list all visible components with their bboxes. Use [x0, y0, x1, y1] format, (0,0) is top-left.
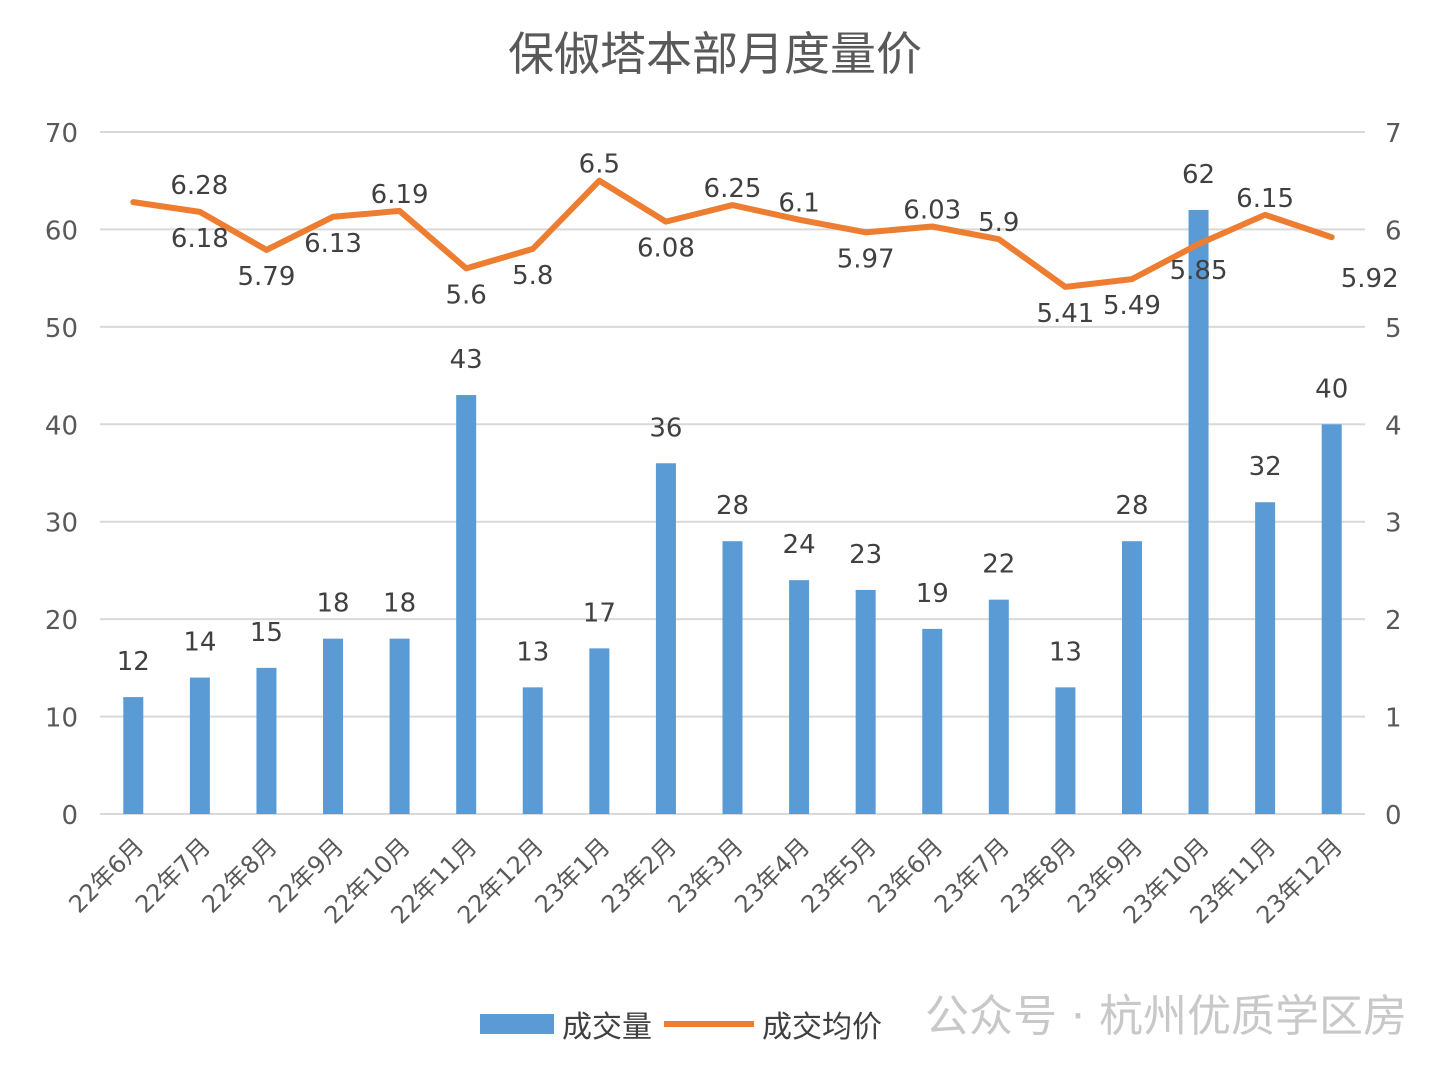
price-line — [130, 177, 1335, 290]
bar — [855, 589, 876, 814]
line-data-label: 5.8 — [512, 261, 553, 291]
line-data-label: 6.1 — [778, 189, 819, 219]
bar-data-label: 18 — [316, 589, 349, 619]
bar — [189, 677, 210, 814]
bar-data-label: 17 — [583, 598, 616, 628]
bar-data-label: 32 — [1249, 452, 1282, 482]
line-data-label: 6.03 — [903, 196, 961, 226]
bar — [1121, 541, 1142, 814]
bar — [123, 697, 144, 814]
bar — [256, 667, 277, 814]
bar — [722, 541, 743, 814]
y-right-tick-label: 6 — [1385, 216, 1402, 246]
line-data-label: 5.85 — [1170, 256, 1228, 286]
legend-swatch-price — [664, 1021, 754, 1027]
bar — [589, 648, 610, 814]
line-data-label: 5.79 — [238, 262, 296, 292]
legend-label-volume: 成交量 — [562, 1010, 652, 1045]
bar — [988, 599, 1009, 814]
bar-data-label: 28 — [1115, 491, 1148, 521]
line-data-label: 5.41 — [1036, 299, 1094, 329]
line-data-label: 6.19 — [371, 180, 429, 210]
bar — [922, 628, 943, 814]
bar-data-label: 43 — [450, 345, 483, 375]
line-data-label: 6.13 — [304, 229, 362, 259]
bar-data-label: 22 — [982, 550, 1015, 580]
bar — [389, 638, 410, 814]
bar-data-label: 15 — [250, 618, 283, 648]
bar-data-label: 19 — [916, 579, 949, 609]
line-data-label: 6.18 — [171, 224, 229, 254]
y-left-tick-label: 60 — [45, 216, 78, 246]
bar-data-label: 24 — [783, 530, 816, 560]
bar-data-label: 40 — [1315, 374, 1348, 404]
y-left-tick-label: 20 — [45, 606, 78, 636]
legend-swatch-volume — [480, 1014, 554, 1034]
y-right-tick-label: 0 — [1385, 801, 1402, 831]
bar — [323, 638, 344, 814]
line-data-label: 6.08 — [637, 234, 695, 264]
legend-label-price: 成交均价 — [762, 1010, 882, 1045]
legend: 成交量 成交均价 — [480, 1002, 882, 1046]
y-right-tick-label: 2 — [1385, 606, 1402, 636]
y-left-tick-label: 50 — [45, 314, 78, 344]
line-data-label: 5.49 — [1103, 291, 1161, 321]
bar-data-label: 12 — [117, 647, 150, 677]
y-right-tick-label: 5 — [1385, 314, 1402, 344]
line-data-label: 6.15 — [1236, 184, 1294, 214]
chart-title: 保俶塔本部月度量价 — [508, 27, 922, 81]
bar-data-label: 62 — [1182, 160, 1215, 190]
y-right-tick-label: 3 — [1385, 509, 1402, 539]
bar — [522, 687, 543, 814]
y-right-tick-label: 4 — [1385, 411, 1402, 441]
line-data-label: 5.6 — [446, 280, 487, 310]
line-data-label: 6.28 — [170, 171, 228, 201]
line-data-label: 5.92 — [1341, 264, 1399, 294]
watermark: 公众号 · 杭州优质学区房 — [925, 991, 1407, 1042]
bar-data-label: 28 — [716, 491, 749, 521]
line-data-label: 5.9 — [978, 208, 1019, 238]
bar-data-label: 14 — [183, 628, 216, 658]
y-left-tick-label: 10 — [45, 704, 78, 734]
bar — [456, 395, 477, 814]
y-left-tick-label: 30 — [45, 509, 78, 539]
bar-data-label: 13 — [1049, 637, 1082, 667]
y-right-tick-label: 7 — [1385, 119, 1402, 149]
bar — [1321, 424, 1342, 814]
bar-data-label: 18 — [383, 589, 416, 619]
y-right-tick-label: 1 — [1385, 704, 1402, 734]
line-data-label: 6.5 — [579, 150, 620, 180]
line-data-label: 6.25 — [704, 174, 762, 204]
bar-data-label: 36 — [649, 413, 682, 443]
y-left-tick-label: 40 — [45, 411, 78, 441]
bar — [789, 580, 810, 814]
y-left-tick-label: 0 — [61, 801, 78, 831]
line-data-label: 5.97 — [837, 244, 895, 274]
bar — [655, 463, 676, 814]
bar — [1255, 502, 1276, 814]
bar-data-label: 23 — [849, 540, 882, 570]
bar-data-label: 13 — [516, 637, 549, 667]
bar — [1055, 687, 1076, 814]
y-left-tick-label: 70 — [45, 119, 78, 149]
bar — [1188, 209, 1209, 814]
